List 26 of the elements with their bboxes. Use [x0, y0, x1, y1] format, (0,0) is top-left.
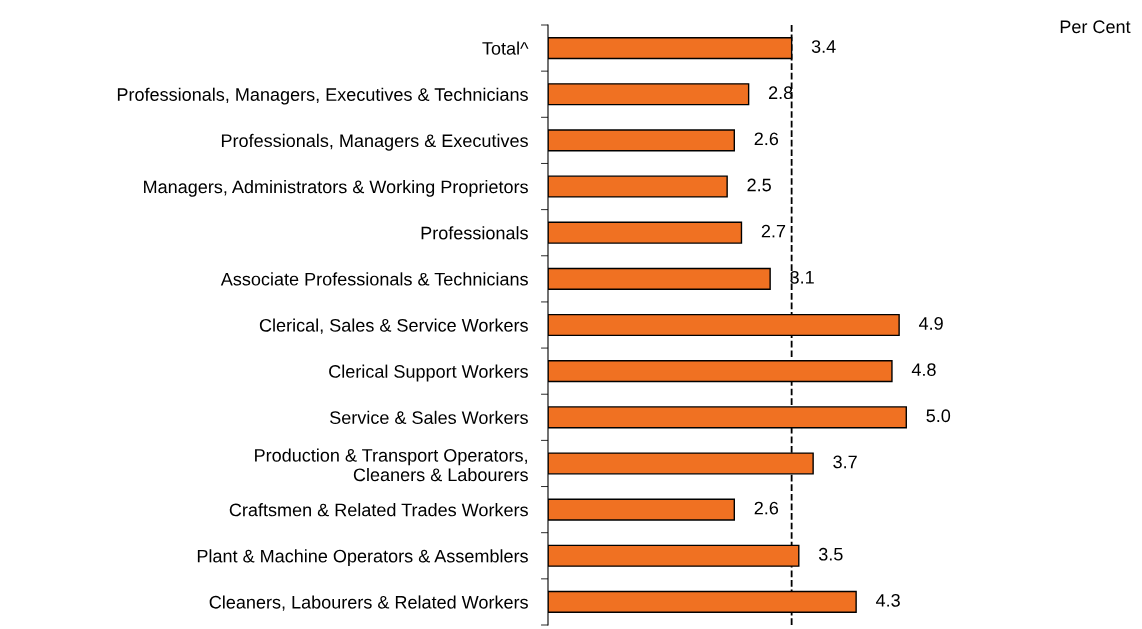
y-tick-label: Clerical Support Workers — [329, 364, 528, 382]
data-label: 4.3 — [875, 593, 900, 607]
y-tick-label: Clerical, Sales & Service Workers — [259, 318, 528, 334]
data-label: 2.6 — [754, 501, 779, 515]
y-tick-label: Service & Sales Workers — [330, 410, 528, 425]
data-label: 3.1 — [790, 270, 814, 284]
data-label: 4.9 — [918, 317, 943, 330]
y-tick-label: Total^ — [482, 41, 529, 55]
y-tick-label: Craftsmen & Related Trades Workers — [229, 503, 528, 517]
y-tick-label: Professionals — [421, 226, 528, 240]
data-label: 2.6 — [754, 132, 779, 146]
data-label: 4.8 — [911, 363, 936, 376]
data-label: 3.5 — [818, 547, 843, 561]
data-label: 2.7 — [761, 224, 786, 238]
data-label: 3.4 — [811, 40, 836, 53]
y-tick-label: Associate Professionals & Technicians — [220, 272, 528, 286]
data-label: 2.5 — [747, 178, 771, 192]
y-tick-label: Production & Transport Operators, Cleaners & Labourers — [255, 448, 528, 482]
y-tick-label: Professionals, Managers & Executives — [221, 133, 528, 151]
text: Per Cent — [1060, 20, 1131, 34]
y-tick-label: Professionals, Managers, Executives & Technicians — [117, 87, 528, 105]
y-tick-label: Cleaners, Labourers & Related Workers — [209, 595, 528, 611]
y-tick-label: Plant & Machine Operators & Assemblers — [197, 549, 528, 567]
data-label: 5.0 — [926, 409, 951, 423]
y-tick-label: Managers, Administrators & Working Proprietors — [144, 180, 528, 197]
data-label: 3.7 — [833, 455, 857, 469]
